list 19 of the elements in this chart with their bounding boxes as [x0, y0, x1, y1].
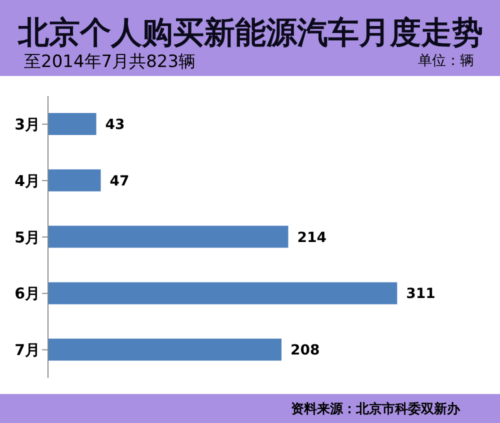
y-tick-label: 7月	[14, 341, 40, 360]
bar	[48, 113, 96, 135]
bar	[48, 226, 288, 248]
bar	[48, 338, 282, 361]
data-label: 208	[290, 342, 320, 359]
text: 单位：辆	[418, 52, 474, 70]
bar	[48, 282, 398, 304]
data-label: 47	[110, 173, 130, 190]
text: 资料来源：北京市科委双新办	[291, 400, 460, 418]
data-label: 311	[406, 286, 436, 302]
y-tick-label: 3月	[14, 116, 40, 134]
y-tick-label: 6月	[14, 284, 40, 303]
chart-subtitle: 至2014年7月共823辆	[24, 51, 196, 73]
bar	[48, 169, 101, 192]
y-tick-label: 5月	[14, 228, 40, 246]
chart-title: 北京个人购买新能源汽车月度走势	[18, 15, 483, 51]
data-label: 43	[105, 116, 125, 133]
data-label: 214	[297, 230, 327, 246]
y-tick-label: 4月	[14, 172, 40, 190]
